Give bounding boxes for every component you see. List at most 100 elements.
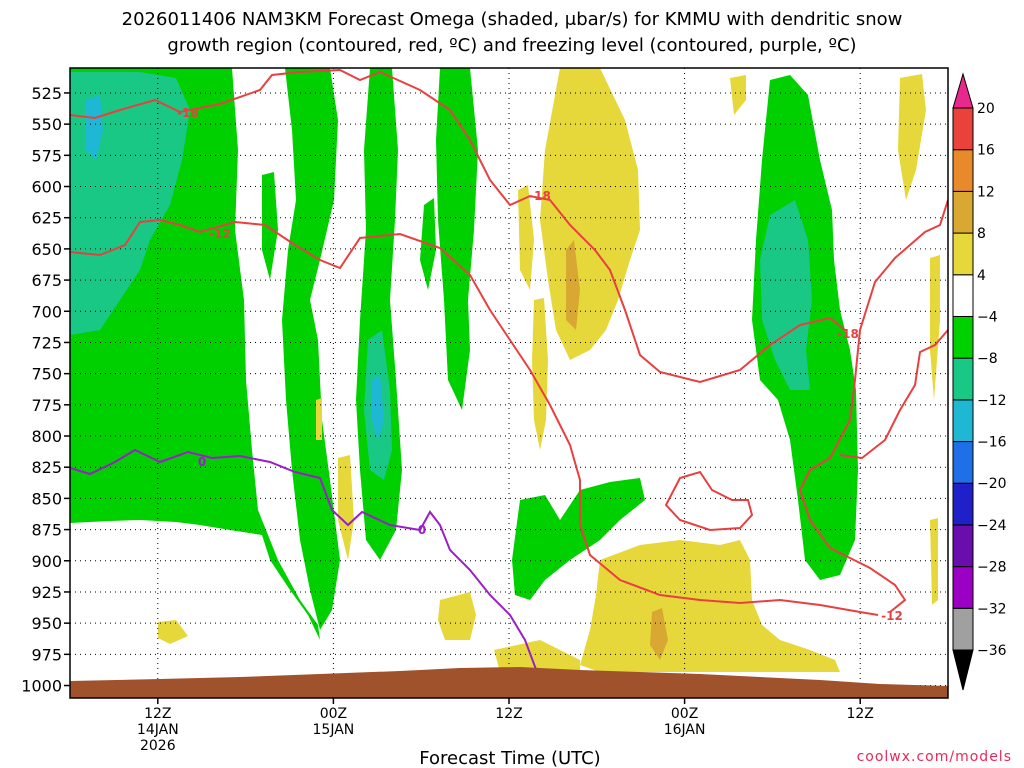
y-tick-label: 950 [31, 614, 62, 633]
contour-minus12 [70, 218, 879, 616]
contour-label-zero-a: 0 [198, 455, 206, 469]
y-tick-label: 800 [31, 427, 62, 446]
y-tick-label: 1000 [21, 677, 62, 696]
contour-minus12-right [798, 199, 948, 613]
colorbar-bin [952, 315, 974, 359]
omega-region-green-small-1 [262, 172, 278, 280]
omega-region-yellow-low-right [580, 540, 840, 672]
contour-closed-loop [664, 470, 754, 532]
y-tick-label: 550 [31, 115, 62, 134]
credit-text: coolwx.com/models [857, 749, 1012, 765]
colorbar-bin [952, 607, 974, 651]
colorbar-bin [952, 190, 974, 234]
omega-region-yellow-low-left-2 [158, 620, 188, 644]
x-tick-label: 00Z [671, 706, 698, 722]
omega-region-yellow-low-left [438, 592, 476, 640]
omega-region-cyan-col-2 [372, 375, 384, 440]
y-tick-label: 575 [31, 146, 62, 165]
contour-label-minus12-a: -12 [209, 227, 231, 241]
colorbar-bin [952, 274, 974, 317]
colorbar-label: −36 [977, 643, 1007, 659]
colorbar-label: −24 [977, 518, 1007, 534]
y-tick-label: 725 [31, 333, 62, 352]
colorbar: 20 16 12 8 4 −4 −8 −12 −16 −20 −24 −28 −32 −36 [952, 72, 1007, 691]
colorbar-bin [952, 357, 974, 401]
colorbar-bin [952, 482, 974, 526]
contour-minus12-right-upper [839, 329, 948, 460]
colorbar-label: −20 [977, 476, 1007, 492]
omega-region-green-low-mid [512, 478, 645, 600]
colorbar-label: 12 [977, 184, 995, 200]
colorbar-bin [952, 399, 974, 443]
y-tick-label: 525 [31, 84, 62, 103]
colorbar-bin [952, 566, 974, 609]
colorbar-bin [952, 232, 974, 276]
y-tick-label: 750 [31, 365, 62, 384]
x-tick-label: 15JAN [313, 722, 355, 738]
colorbar-label: −4 [977, 309, 998, 325]
omega-region-yellow-small-3 [898, 74, 926, 200]
colorbar-label: −12 [977, 393, 1007, 409]
chart-title-line-1: 2026011406 NAM3KM Forecast Omega (shaded… [122, 9, 903, 30]
omega-region-cyan-left [86, 95, 103, 160]
x-tick-label: 16JAN [664, 722, 706, 738]
colorbar-bin [952, 107, 974, 151]
colorbar-bin [952, 649, 974, 691]
omega-region-yellow-small-5 [930, 518, 938, 605]
y-tick-label: 675 [31, 271, 62, 290]
omega-region-orange-upper-mid [566, 240, 580, 330]
y-tick-label: 975 [31, 645, 62, 664]
y-tick-label: 625 [31, 209, 62, 228]
y-tick-label: 775 [31, 396, 62, 415]
y-tick-label: 650 [31, 240, 62, 259]
y-tick-label: 850 [31, 489, 62, 508]
colorbar-label: 4 [977, 268, 986, 284]
omega-region-orange-low-right [650, 608, 668, 660]
colorbar-label: −32 [977, 601, 1007, 617]
x-tick-label: 14JAN [137, 722, 179, 738]
x-tick-label: 12Z [495, 706, 522, 722]
colorbar-label: −16 [977, 435, 1007, 451]
omega-region-yellow-small-2 [316, 398, 322, 440]
omega-region-green-col-1 [282, 68, 340, 630]
colorbar-label: −28 [977, 560, 1007, 576]
x-tick-label: 00Z [320, 706, 347, 722]
omega-region-yellow-small-1 [338, 455, 354, 560]
contour-labels: -18 -18 -18 -12 -12 0 0 [177, 106, 903, 623]
contour-label-minus18-a: -18 [177, 106, 199, 120]
y-tick-label: 900 [31, 552, 62, 571]
colorbar-bin [952, 72, 974, 109]
colorbar-label: 16 [977, 143, 995, 159]
contour-freezing-level [70, 448, 538, 673]
contour-label-minus18-c: -18 [837, 327, 859, 341]
omega-region-green-col-3 [436, 68, 478, 410]
gridlines [70, 68, 948, 698]
omega-region-yellow-small-4 [930, 255, 940, 400]
x-axis-label: Forecast Time (UTC) [419, 748, 600, 768]
y-tick-label: 825 [31, 458, 62, 477]
y-axis: 525 550 575 600 625 650 675 700 725 750 775 800 825 8… [21, 84, 70, 696]
colorbar-label: 8 [977, 226, 986, 242]
contour-label-minus12-b: -12 [881, 609, 903, 623]
omega-region-yellow-column-mid [518, 185, 534, 290]
colorbar-label: 20 [977, 101, 995, 117]
colorbar-bin [952, 524, 974, 568]
contour-label-minus18-b: -18 [529, 189, 551, 203]
contour-label-zero-b: 0 [418, 523, 426, 537]
omega-region-yellow-upper-mid [540, 68, 640, 360]
omega-shading-layer [70, 68, 940, 672]
y-tick-label: 600 [31, 178, 62, 197]
contour-layer [70, 68, 948, 673]
y-tick-label: 700 [31, 302, 62, 321]
contour-minus18-upper [70, 68, 846, 384]
colorbar-bin [952, 441, 974, 484]
omega-region-yellow-low-2 [494, 640, 580, 672]
y-tick-label: 875 [31, 521, 62, 540]
chart-title-line-2: growth region (contoured, red, ºC) and f… [167, 35, 856, 56]
colorbar-bin [952, 149, 974, 192]
terrain-surface [70, 667, 948, 698]
omega-region-yellow-small-6 [730, 75, 746, 115]
y-tick-label: 925 [31, 583, 62, 602]
